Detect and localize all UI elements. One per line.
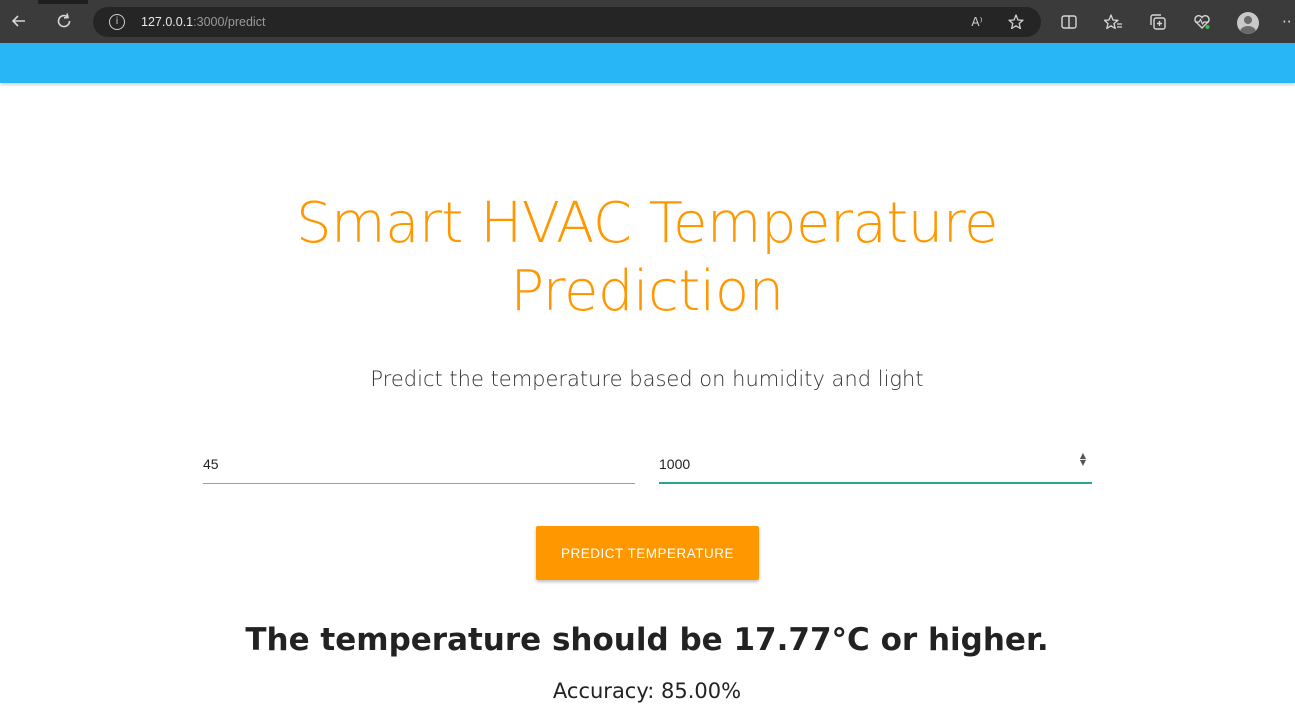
read-aloud-icon[interactable]: A⁾ bbox=[971, 15, 983, 29]
humidity-underline bbox=[203, 483, 635, 484]
avatar-body bbox=[1240, 26, 1256, 34]
humidity-field[interactable] bbox=[203, 446, 635, 484]
info-icon[interactable]: i bbox=[109, 14, 125, 30]
performance-icon[interactable] bbox=[1192, 12, 1212, 32]
favorite-star-icon[interactable] bbox=[1007, 13, 1025, 31]
more-icon[interactable]: ·· bbox=[1282, 13, 1292, 31]
prediction-result: The temperature should be 17.77°C or hig… bbox=[245, 622, 1049, 658]
url-host: 127.0.0.1 bbox=[141, 15, 194, 29]
app-navbar bbox=[0, 43, 1295, 83]
tab-strip bbox=[0, 0, 1295, 4]
refresh-icon[interactable] bbox=[54, 11, 74, 31]
favorites-icon[interactable] bbox=[1103, 12, 1123, 32]
tab-edge-right bbox=[88, 0, 1295, 4]
profile-avatar[interactable] bbox=[1237, 12, 1259, 34]
avatar-head bbox=[1244, 16, 1252, 24]
page-title: Smart HVAC Temperature Prediction bbox=[296, 191, 999, 324]
light-input[interactable] bbox=[659, 446, 1092, 482]
page-subtitle: Predict the temperature based on humidit… bbox=[370, 367, 924, 391]
accuracy-text: Accuracy: 85.00% bbox=[552, 679, 742, 703]
predict-temperature-button[interactable]: PREDICT TEMPERATURE bbox=[536, 526, 759, 580]
tab-edge-left bbox=[0, 0, 38, 4]
number-spinner-icon[interactable]: ▲ ▼ bbox=[1079, 451, 1087, 467]
light-underline bbox=[659, 482, 1092, 484]
address-bar[interactable]: i 127.0.0.1:3000/predict A⁾ bbox=[93, 7, 1041, 37]
url-text[interactable]: 127.0.0.1:3000/predict bbox=[141, 15, 265, 29]
browser-toolbar: i 127.0.0.1:3000/predict A⁾ ·· bbox=[0, 0, 1295, 43]
light-field[interactable]: ▲▼ bbox=[659, 446, 1092, 484]
back-arrow-icon[interactable] bbox=[9, 11, 29, 31]
url-path: :3000/predict bbox=[193, 15, 266, 29]
humidity-input[interactable] bbox=[203, 446, 635, 482]
split-screen-icon[interactable] bbox=[1059, 12, 1079, 32]
collections-icon[interactable] bbox=[1148, 12, 1168, 32]
